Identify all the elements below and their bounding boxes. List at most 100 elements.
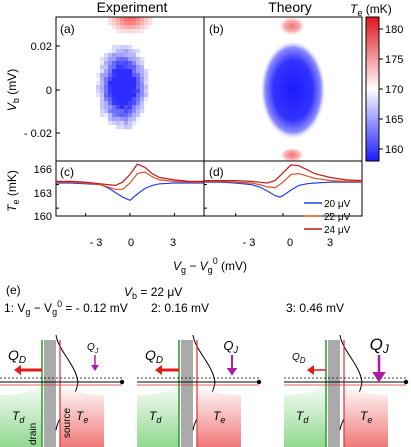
colorbar-tick-label: 180 <box>385 24 403 36</box>
heatmap-cell <box>144 21 149 26</box>
heatmap-cell <box>120 125 125 130</box>
heatmap-cell <box>112 81 117 86</box>
heatmap-cell <box>112 77 117 82</box>
heatmap-cell <box>120 29 125 34</box>
heatmap-cell <box>124 25 129 30</box>
qd-arrow-head <box>14 365 21 375</box>
heatmap-cell <box>132 49 137 54</box>
heatmap-cell <box>136 85 141 90</box>
heatmap-cell <box>116 105 121 110</box>
series-line <box>204 181 362 198</box>
heatmap-cell <box>120 73 125 78</box>
heatmap-cell <box>128 65 133 70</box>
heatmap-cell <box>108 77 113 82</box>
heatmap-cell <box>104 93 109 98</box>
heatmap-cell <box>116 25 121 30</box>
heatmap-cell <box>144 17 149 22</box>
case2-label: 2: 0.16 mV <box>151 301 209 315</box>
qd-label: QD <box>292 352 306 365</box>
heatmap-cell <box>104 65 109 70</box>
heatmap-cell <box>132 61 137 66</box>
xtick-c-2: 0 <box>128 237 134 249</box>
td-label: Td <box>149 409 162 425</box>
heatmap-cell <box>128 97 133 102</box>
heatmap-cell <box>116 49 121 54</box>
heatmap-cell <box>124 45 129 50</box>
heatmap-cell <box>124 113 129 118</box>
heatmap-cell <box>128 125 133 130</box>
heatmap-cell <box>100 77 105 82</box>
drain-fermi <box>137 380 179 447</box>
heatmap-cell <box>132 93 137 98</box>
mid-y-label: Te (mK) <box>5 170 21 212</box>
heatmap-cell <box>144 25 149 30</box>
heatmap-cell <box>136 117 141 122</box>
heatmap-cell <box>120 77 125 82</box>
heatmap-cell <box>124 101 129 106</box>
colorbar-tick-label: 170 <box>385 84 403 96</box>
heatmap-cell <box>136 89 141 94</box>
heatmap-cell <box>128 85 133 90</box>
heatmap-cell <box>104 57 109 62</box>
heatmap-cell <box>140 25 145 30</box>
heatmap-cell <box>116 61 121 66</box>
heatmap-cell <box>112 97 117 102</box>
colorbar-label: Te (mK) <box>350 2 392 18</box>
td-label: Td <box>12 409 25 425</box>
heatmap-cell <box>124 53 129 58</box>
legend-label-20: 20 μV <box>324 199 351 210</box>
heatmap-cell <box>104 53 109 58</box>
qj-label: QJ <box>370 335 390 356</box>
heatmap-cell <box>132 89 137 94</box>
heatmap-cell <box>140 89 145 94</box>
heatmap-cell <box>108 109 113 114</box>
heatmap-cell <box>124 65 129 70</box>
legend: 20 μV 22 μV 24 μV <box>304 199 351 236</box>
heatmap-cell <box>120 109 125 114</box>
heatmap-cell <box>132 73 137 78</box>
heatmap-cell <box>108 17 113 22</box>
heatmap-cell <box>144 65 149 70</box>
tunnel-barrier <box>328 340 340 447</box>
heatmap-cell <box>124 97 129 102</box>
heatmap-cell <box>132 53 137 58</box>
heatmap-cell <box>124 77 129 82</box>
heatmap-cell <box>96 81 101 86</box>
heatmap-cell <box>112 73 117 78</box>
heatmap-cell <box>100 89 105 94</box>
heatmap-cell <box>104 101 109 106</box>
xtick-d-3: 3 <box>327 237 333 249</box>
heatmap-cell <box>112 57 117 62</box>
heatmap-cell <box>128 17 133 22</box>
heatmap-cell <box>124 81 129 86</box>
heatmap-cell <box>124 69 129 74</box>
heatmap-cell <box>104 109 109 114</box>
xtick-c-1: - 3 <box>90 237 103 249</box>
heatmap-cell <box>116 73 121 78</box>
heatmap-cell <box>132 21 137 26</box>
source-fill <box>344 385 388 447</box>
heatmap-cell <box>140 105 145 110</box>
heatmap-cell <box>116 29 121 34</box>
heatmap-cell <box>136 105 141 110</box>
drain-label: drain <box>28 423 39 445</box>
heatmap-cell <box>144 73 149 78</box>
heatmap-cell <box>124 61 129 66</box>
title-theory: Theory <box>268 0 312 15</box>
heatmap-cell <box>112 85 117 90</box>
heatmap-cell <box>136 101 141 106</box>
heatmap-cell <box>112 17 117 22</box>
heatmap-cell <box>120 69 125 74</box>
heatmap-cell <box>96 97 101 102</box>
heatmap-cell <box>112 117 117 122</box>
heatmap-cell <box>112 69 117 74</box>
qj-arrow-head <box>226 368 238 376</box>
heatmap-cell <box>100 61 105 66</box>
heatmap-cell <box>112 113 117 118</box>
heatmap-cell <box>140 61 145 66</box>
theory-hot-spot-bottom <box>279 147 305 163</box>
heatmap-cell <box>124 49 129 54</box>
heatmap-cell <box>132 17 137 22</box>
heatmap-cell <box>120 65 125 70</box>
heatmap-cell <box>104 81 109 86</box>
